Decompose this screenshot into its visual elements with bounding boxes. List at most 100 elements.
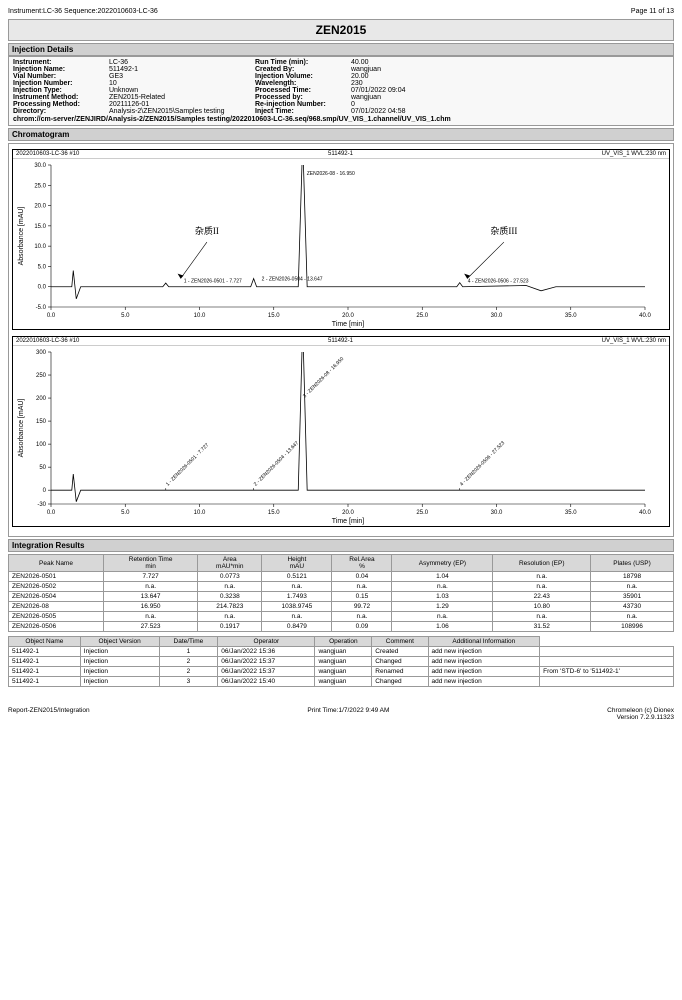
svg-text:Time [min]: Time [min] — [332, 321, 364, 328]
svg-text:0.0: 0.0 — [47, 313, 56, 319]
cell: ZEN2026-0504 — [9, 592, 104, 602]
svg-text:40.0: 40.0 — [639, 313, 651, 319]
col-header: Operation — [315, 637, 372, 647]
inj-value: 230 — [351, 80, 471, 87]
svg-text:2 - ZEN2026-0504 - 13.647: 2 - ZEN2026-0504 - 13.647 — [262, 277, 323, 283]
svg-text:10.0: 10.0 — [34, 244, 46, 250]
svg-text:杂质III: 杂质III — [490, 225, 517, 236]
footer-left: Report-ZEN2015/Integration — [8, 707, 90, 721]
cell: 0.15 — [332, 592, 392, 602]
col-header: Object Version — [80, 637, 159, 647]
svg-text:40.0: 40.0 — [639, 510, 651, 516]
inj-label: Injection Volume: — [255, 73, 345, 80]
cell: n.a. — [262, 582, 332, 592]
cell: ZEN2026-08 — [9, 602, 104, 612]
page-top-line: Instrument:LC-36 Sequence:2022010603-LC-… — [8, 8, 674, 15]
svg-text:25.0: 25.0 — [416, 510, 428, 516]
page-number: Page 11 of 13 — [631, 8, 674, 15]
svg-text:5.0: 5.0 — [121, 510, 130, 516]
chart1-right: UV_VIS_1 WVL:230 nm — [602, 151, 666, 157]
svg-text:35.0: 35.0 — [565, 510, 577, 516]
cell: 214.7823 — [198, 602, 262, 612]
chart1-left: 2022010603-LC-36 #10 — [16, 151, 79, 157]
table-row: ZEN2026-0816.950214.78231038.974599.721.… — [9, 602, 674, 612]
inj-value: 07/01/2022 04:58 — [351, 108, 471, 115]
cell: 0.3238 — [198, 592, 262, 602]
cell: 27.523 — [103, 622, 197, 632]
table-row: 511492-1Injection306/Jan/2022 15:40wangj… — [9, 677, 674, 687]
table-row: ZEN2026-0505n.a.n.a.n.a.n.a.n.a.n.a.n.a. — [9, 612, 674, 622]
cell: n.a. — [392, 612, 493, 622]
svg-text:5.0: 5.0 — [121, 313, 130, 319]
inj-value: 511492-1 — [109, 66, 249, 73]
svg-text:150: 150 — [36, 419, 47, 425]
svg-text:25.0: 25.0 — [34, 183, 46, 189]
inj-value: 0 — [351, 101, 471, 108]
svg-text:0.0: 0.0 — [47, 510, 56, 516]
inj-label: Processed by: — [255, 94, 345, 101]
inj-label: Injection Number: — [13, 80, 103, 87]
col-header: Peak Name — [9, 555, 104, 572]
cell: 1.29 — [392, 602, 493, 612]
chart1-svg: -5.00.05.010.015.020.025.030.0Absorbance… — [13, 159, 653, 329]
cell: 0.09 — [332, 622, 392, 632]
col-header: Plates (USP) — [591, 555, 674, 572]
table-row: 511492-1Injection206/Jan/2022 15:37wangj… — [9, 667, 674, 677]
svg-text:250: 250 — [36, 373, 47, 379]
col-header: Retention Timemin — [103, 555, 197, 572]
cell: 31.52 — [493, 622, 591, 632]
col-header: Operator — [218, 637, 315, 647]
footer-center: Print Time:1/7/2022 9:49 AM — [307, 707, 389, 721]
cell: 0.0773 — [198, 572, 262, 582]
cell: n.a. — [591, 582, 674, 592]
cell: 0.04 — [332, 572, 392, 582]
svg-text:10.0: 10.0 — [194, 313, 206, 319]
inj-label: Directory: — [13, 108, 103, 115]
table-row: ZEN2026-0502n.a.n.a.n.a.n.a.n.a.n.a.n.a. — [9, 582, 674, 592]
table-row: 511492-1Injection206/Jan/2022 15:37wangj… — [9, 657, 674, 667]
injection-details-box: Instrument: LC-36 Run Time (min): 40.00I… — [8, 56, 674, 126]
svg-text:4 - ZEN2026-0506 - 27.523: 4 - ZEN2026-0506 - 27.523 — [459, 440, 506, 487]
svg-text:10.0: 10.0 — [194, 510, 206, 516]
svg-text:50: 50 — [39, 465, 46, 471]
chart2-svg: -30050100150200250300Absorbance [mAU]0.0… — [13, 346, 653, 526]
svg-text:30.0: 30.0 — [491, 510, 503, 516]
cell: 1.06 — [392, 622, 493, 632]
inj-value: Analysis-2\ZEN2015\Samples testing — [109, 108, 249, 115]
audit-table: Object NameObject VersionDate/TimeOperat… — [8, 636, 674, 687]
cell: n.a. — [198, 582, 262, 592]
inj-value: 20.00 — [351, 73, 471, 80]
inj-label: Instrument: — [13, 59, 103, 66]
inj-label: Re-injection Number: — [255, 101, 345, 108]
inj-label: Inject Time: — [255, 108, 345, 115]
inj-label: Run Time (min): — [255, 59, 345, 66]
cell: ZEN2026-0502 — [9, 582, 104, 592]
table-row: 511492-1Injection106/Jan/2022 15:36wangj… — [9, 647, 674, 657]
cell: n.a. — [493, 612, 591, 622]
svg-text:200: 200 — [36, 396, 47, 402]
svg-text:2 - ZEN2026-0504 - 13.647: 2 - ZEN2026-0504 - 13.647 — [253, 440, 300, 487]
inj-label: Injection Type: — [13, 87, 103, 94]
col-header: Rel.Area% — [332, 555, 392, 572]
table-row: ZEN2026-050627.5230.19170.84790.091.0631… — [9, 622, 674, 632]
svg-text:杂质II: 杂质II — [195, 225, 219, 236]
cell: 1.03 — [392, 592, 493, 602]
svg-text:1 - ZEN2026-0501 - 7.727: 1 - ZEN2026-0501 - 7.727 — [165, 442, 210, 487]
svg-text:300: 300 — [36, 350, 47, 356]
inj-value: ZEN2015-Related — [109, 94, 249, 101]
svg-text:30.0: 30.0 — [491, 313, 503, 319]
inj-value: wangjuan — [351, 66, 471, 73]
svg-text:-5.0: -5.0 — [36, 305, 47, 311]
cell: n.a. — [493, 582, 591, 592]
page-footer: Report-ZEN2015/Integration Print Time:1/… — [8, 707, 674, 721]
svg-text:Absorbance [mAU]: Absorbance [mAU] — [18, 399, 25, 458]
svg-text:15.0: 15.0 — [34, 224, 46, 230]
svg-text:35.0: 35.0 — [565, 313, 577, 319]
footer-right: Chromeleon (c) Dionex Version 7.2.9.1132… — [607, 707, 674, 721]
cell: 18798 — [591, 572, 674, 582]
inj-label: Instrument Method: — [13, 94, 103, 101]
report-title: ZEN2015 — [8, 19, 674, 41]
col-header: Asymmetry (EP) — [392, 555, 493, 572]
cell: 16.950 — [103, 602, 197, 612]
chart2-right: UV_VIS_1 WVL:230 nm — [602, 338, 666, 344]
